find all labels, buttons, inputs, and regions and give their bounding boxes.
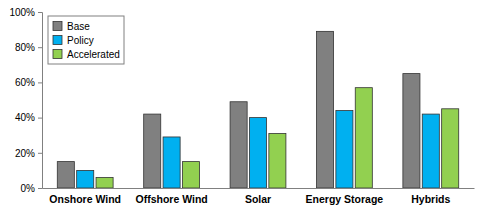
y-tick: 60% (15, 77, 42, 88)
bar (355, 88, 372, 188)
y-tick-mark (38, 188, 42, 189)
y-tick: 40% (15, 112, 42, 123)
legend-swatch (53, 22, 62, 31)
bar (77, 170, 94, 188)
bar (316, 31, 333, 188)
x-axis: Onshore Wind Offshore Wind Solar Energy Sto… (43, 188, 475, 205)
x-tick-label: Onshore Wind (49, 193, 121, 205)
plot: 0% 20% 40% 60% 80% 100% Onshore Wind Offshore W… (9, 7, 474, 206)
y-tick-label: 20% (15, 148, 35, 159)
bar (182, 162, 199, 188)
x-tick-label: Solar (245, 193, 271, 205)
y-tick: 100% (9, 7, 42, 18)
bar (144, 114, 161, 188)
bar (442, 109, 459, 188)
legend: Base Policy Accelerated (48, 16, 124, 64)
x-tick: Solar (245, 188, 271, 205)
bar (96, 177, 113, 188)
y-tick-mark (38, 12, 42, 13)
legend-item: Base (53, 21, 90, 32)
x-tick-label: Hybrids (411, 193, 450, 205)
y-tick: 0% (21, 183, 42, 194)
bar (249, 118, 266, 188)
x-tick: Offshore Wind (135, 188, 207, 205)
bars (57, 31, 458, 188)
y-tick: 80% (15, 42, 42, 53)
legend-label: Accelerated (67, 49, 120, 60)
y-axis: 0% 20% 40% 60% 80% 100% (9, 7, 42, 194)
y-axis-line (38, 13, 43, 189)
legend-frame (48, 16, 124, 64)
x-tick: Onshore Wind (49, 188, 121, 205)
legend-item: Accelerated (53, 49, 120, 60)
y-tick-mark (38, 153, 42, 154)
bar (422, 114, 439, 188)
bar (269, 133, 286, 188)
legend-swatch (53, 50, 62, 59)
y-tick-label: 60% (15, 77, 35, 88)
bar (336, 111, 353, 188)
y-tick-label: 80% (15, 42, 35, 53)
y-tick: 20% (15, 148, 42, 159)
x-axis-line (43, 188, 475, 189)
legend-label: Base (67, 21, 90, 32)
legend-label: Policy (67, 35, 94, 46)
y-tick-mark (38, 47, 42, 48)
bar (403, 74, 420, 188)
y-tick-label: 100% (9, 7, 35, 18)
bar (163, 137, 180, 188)
x-tick: Hybrids (411, 188, 450, 205)
chart: 0% 20% 40% 60% 80% 100% Onshore Wind Offshore W… (0, 0, 480, 216)
bar (57, 162, 74, 188)
y-tick-mark (38, 82, 42, 83)
y-tick-mark (38, 118, 42, 119)
bar (230, 102, 247, 188)
legend-item: Policy (53, 35, 94, 46)
y-tick-label: 0% (21, 183, 36, 194)
y-tick-label: 40% (15, 112, 35, 123)
legend-swatch (53, 36, 62, 45)
x-tick: Energy Storage (306, 188, 384, 205)
x-tick-label: Offshore Wind (135, 193, 207, 205)
x-tick-label: Energy Storage (306, 193, 384, 205)
